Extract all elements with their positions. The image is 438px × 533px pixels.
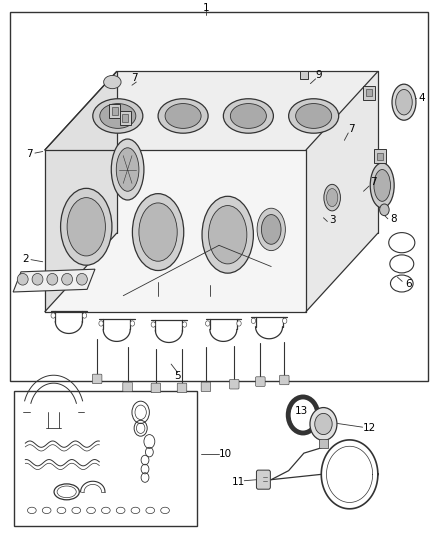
Circle shape [82, 313, 87, 318]
Circle shape [251, 318, 255, 324]
Text: 10: 10 [219, 449, 232, 459]
Bar [364, 86, 375, 100]
Ellipse shape [380, 204, 389, 216]
Circle shape [130, 321, 134, 326]
Text: 7: 7 [370, 177, 377, 187]
FancyBboxPatch shape [151, 383, 161, 393]
Text: 4: 4 [418, 93, 425, 103]
Bar [366, 89, 372, 96]
Ellipse shape [165, 103, 201, 128]
FancyBboxPatch shape [230, 379, 239, 389]
Bar [10, 12, 428, 381]
FancyBboxPatch shape [279, 375, 289, 385]
Ellipse shape [47, 273, 58, 285]
Ellipse shape [93, 99, 143, 133]
Text: 7: 7 [349, 124, 355, 134]
Ellipse shape [291, 400, 315, 430]
Text: 7: 7 [26, 149, 33, 159]
Polygon shape [45, 71, 117, 312]
Text: 8: 8 [390, 214, 396, 224]
Circle shape [151, 322, 155, 327]
FancyBboxPatch shape [123, 382, 132, 392]
Ellipse shape [32, 273, 43, 285]
Text: 2: 2 [22, 254, 28, 264]
Bar [377, 152, 383, 160]
Text: 11: 11 [232, 478, 245, 487]
Ellipse shape [111, 139, 144, 200]
Ellipse shape [132, 193, 184, 271]
Circle shape [283, 318, 287, 324]
Circle shape [183, 322, 187, 327]
FancyBboxPatch shape [201, 382, 211, 392]
Ellipse shape [116, 148, 139, 191]
Circle shape [99, 321, 103, 326]
Polygon shape [45, 71, 378, 150]
Text: 5: 5 [174, 372, 181, 381]
Text: 1: 1 [203, 3, 209, 13]
Bar [374, 149, 386, 163]
Ellipse shape [104, 75, 121, 88]
Polygon shape [45, 150, 306, 312]
FancyBboxPatch shape [177, 383, 187, 393]
Ellipse shape [324, 184, 340, 211]
Bar [112, 108, 117, 115]
Ellipse shape [289, 99, 339, 133]
Ellipse shape [315, 414, 332, 434]
Ellipse shape [60, 188, 112, 265]
Ellipse shape [370, 163, 394, 208]
Ellipse shape [208, 206, 247, 264]
Ellipse shape [223, 99, 273, 133]
Bar [319, 439, 328, 448]
Text: 9: 9 [316, 70, 322, 79]
Ellipse shape [261, 215, 281, 244]
Ellipse shape [17, 273, 28, 285]
Polygon shape [13, 269, 95, 292]
Ellipse shape [396, 90, 412, 115]
Ellipse shape [158, 99, 208, 133]
Circle shape [205, 321, 210, 326]
Bar [109, 104, 120, 118]
Text: 12: 12 [363, 423, 376, 433]
Ellipse shape [67, 198, 106, 256]
Text: 3: 3 [329, 215, 336, 225]
Ellipse shape [310, 408, 337, 440]
Ellipse shape [374, 169, 391, 201]
Ellipse shape [326, 189, 338, 207]
Ellipse shape [62, 273, 73, 285]
Ellipse shape [392, 84, 416, 120]
Circle shape [51, 313, 55, 318]
FancyBboxPatch shape [256, 470, 270, 489]
Bar [14, 391, 197, 526]
FancyBboxPatch shape [255, 377, 265, 386]
Bar [120, 111, 131, 125]
Ellipse shape [202, 196, 253, 273]
Bar [300, 71, 308, 79]
FancyBboxPatch shape [92, 374, 102, 384]
Ellipse shape [296, 103, 332, 128]
Ellipse shape [230, 103, 266, 128]
Bar [122, 115, 128, 122]
Ellipse shape [77, 273, 87, 285]
Ellipse shape [139, 203, 177, 261]
Text: 7: 7 [131, 74, 138, 83]
Circle shape [237, 321, 241, 326]
Ellipse shape [100, 103, 136, 128]
Text: 6: 6 [405, 279, 412, 288]
Polygon shape [306, 71, 378, 312]
Ellipse shape [257, 208, 286, 251]
Text: 13: 13 [295, 406, 308, 416]
